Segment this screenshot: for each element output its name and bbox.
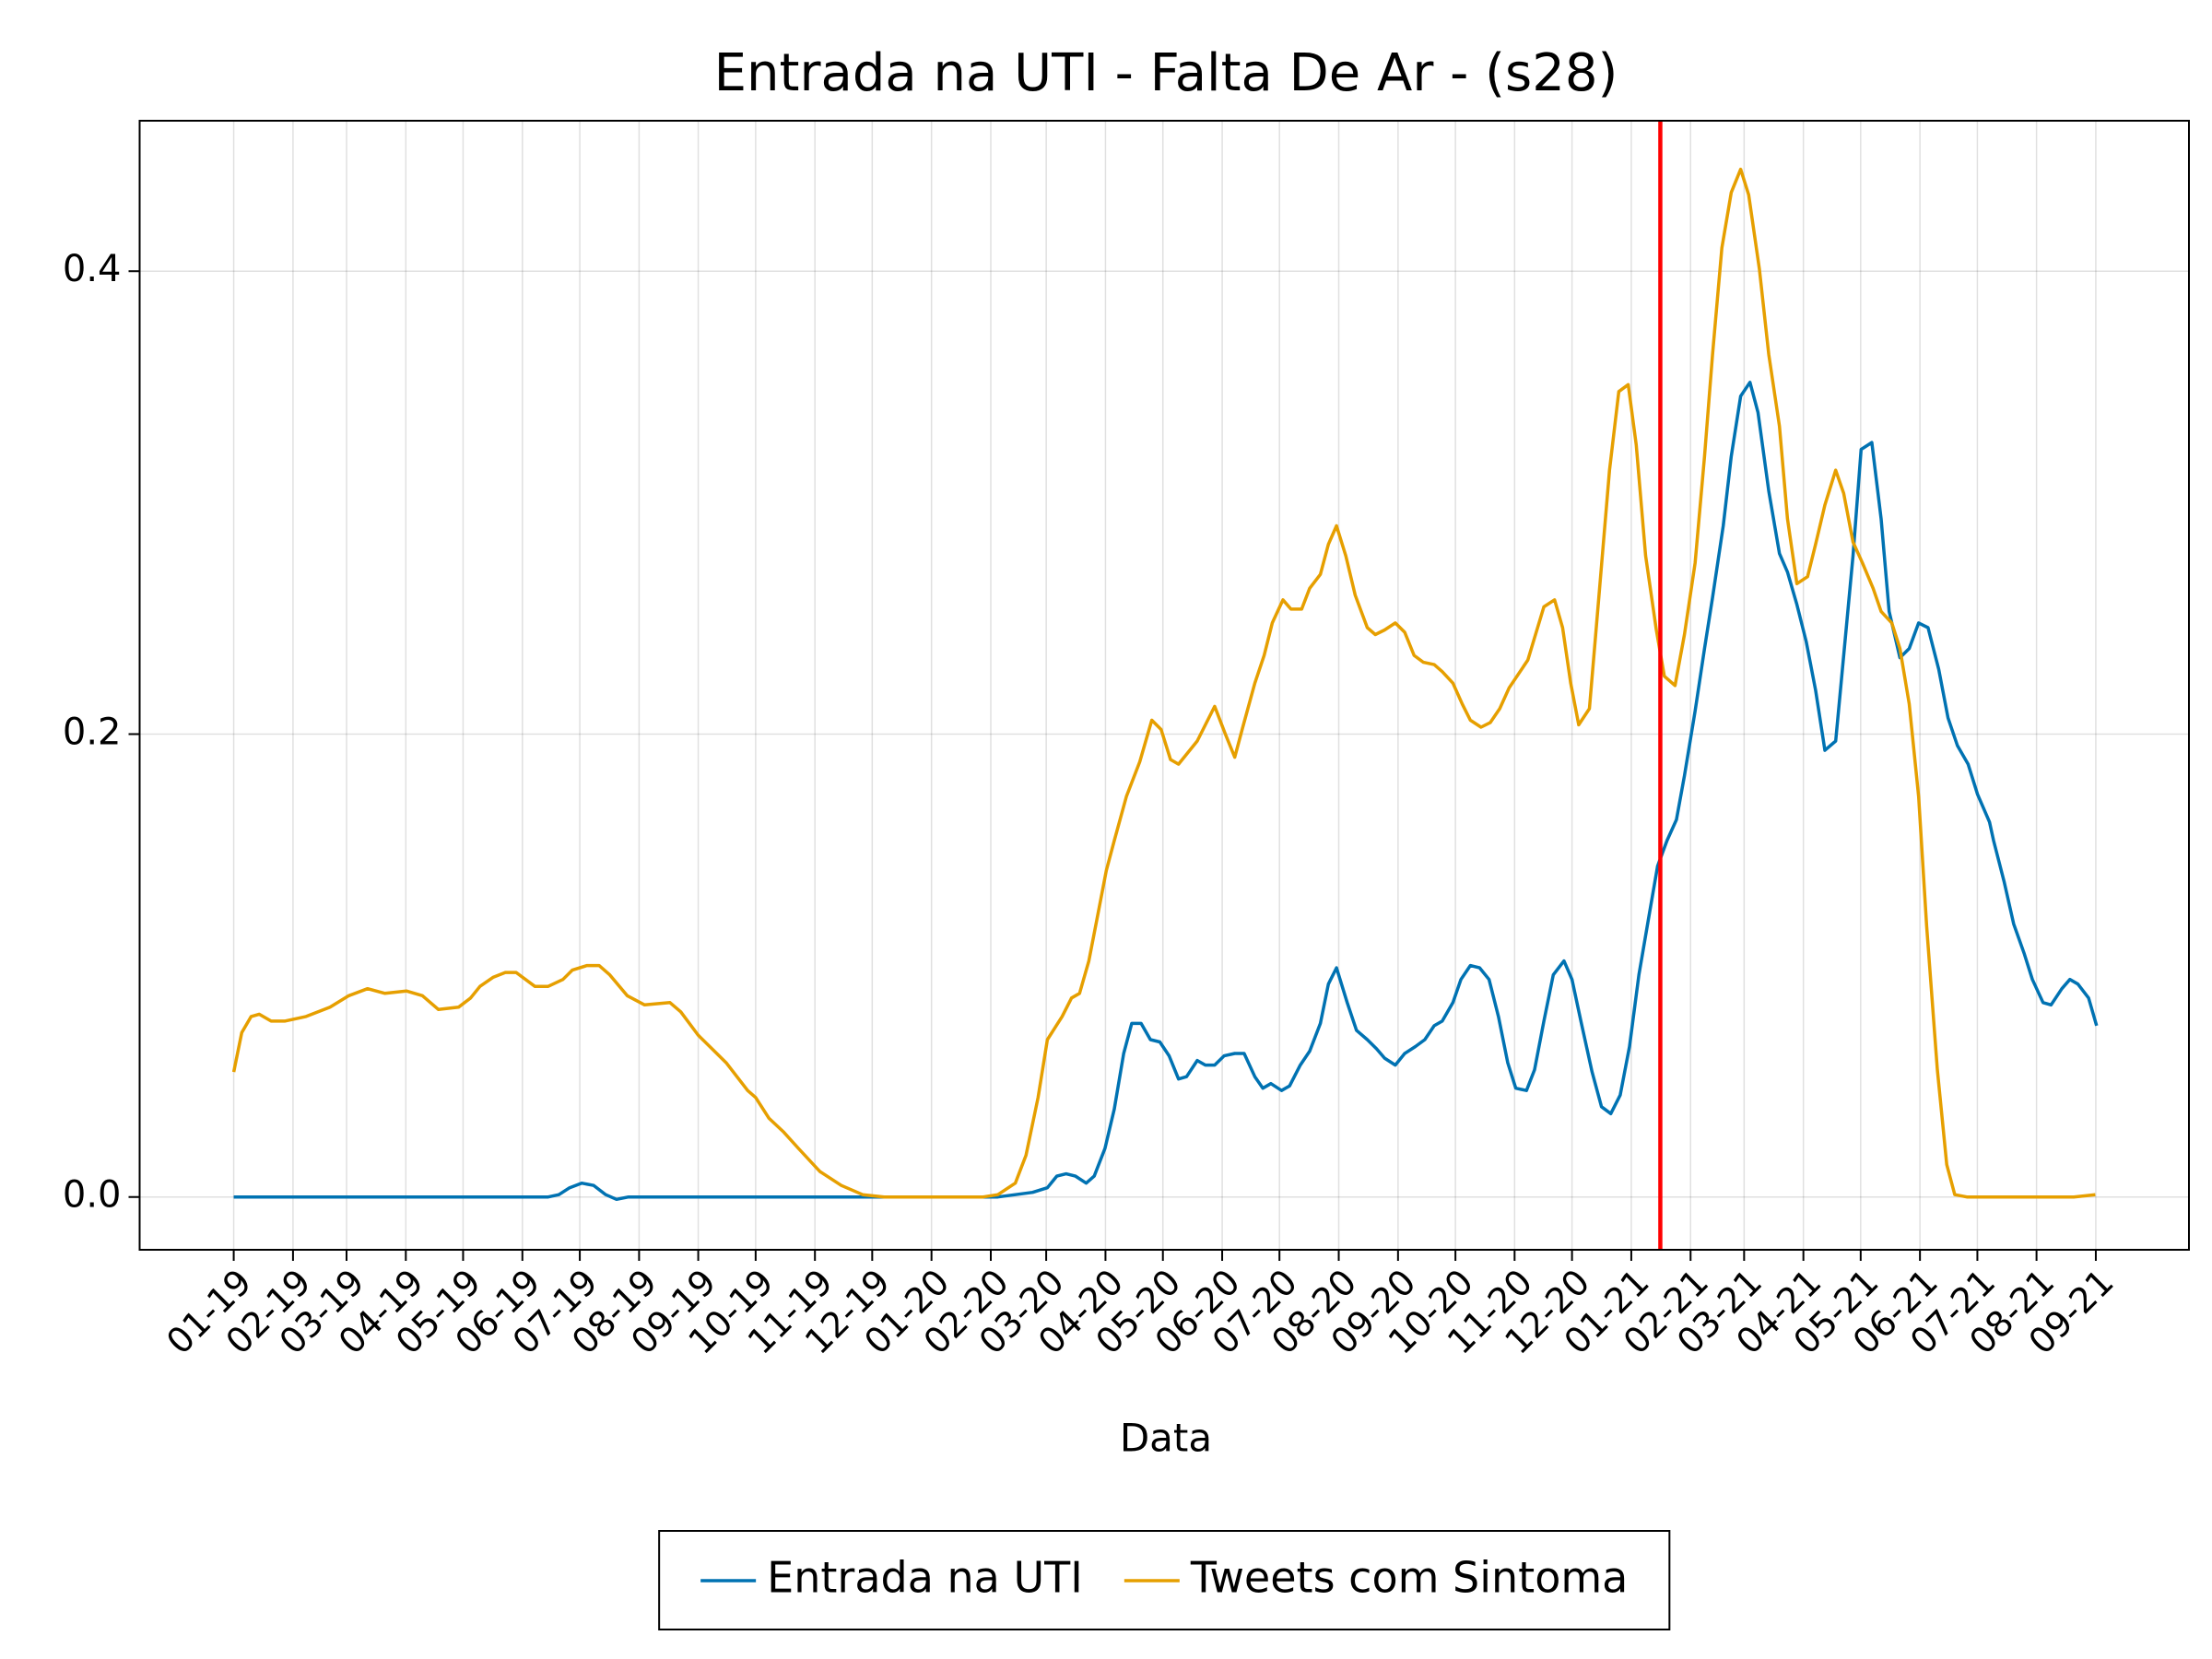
y-tick-label: 0.2 [63,711,122,753]
plot-frame [138,120,2190,1251]
data-line [231,167,2096,1199]
legend: Entrada na UTI Tweets com Sintoma [658,1530,1671,1630]
legend-label: Tweets com Sintoma [1190,1553,1629,1603]
y-tick-label: 0.4 [63,248,122,290]
x-axis-label: Data [1120,1416,1212,1461]
chart-title: Entrada na UTI - Falta De Ar - (s28) [714,43,1618,103]
legend-label: Entrada na UTI [767,1553,1083,1603]
y-tick-label: 0.0 [63,1174,122,1217]
data-line [233,381,2099,1202]
